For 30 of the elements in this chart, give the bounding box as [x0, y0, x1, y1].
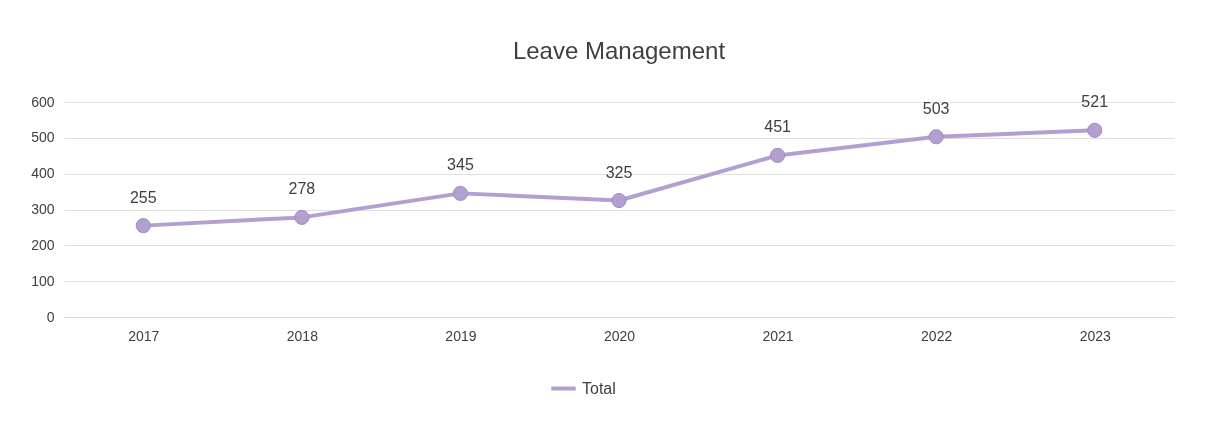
data-label: 345: [447, 156, 474, 174]
x-tick-label: 2020: [603, 327, 636, 344]
data-label: 521: [1081, 93, 1109, 111]
x-tick-label: 2017: [128, 327, 160, 344]
point: [294, 209, 310, 225]
y-tick-label: 300: [31, 201, 55, 217]
y-tick-label: 600: [31, 93, 55, 110]
data-label: 503: [922, 99, 950, 117]
y-tick-label: 0: [46, 308, 55, 325]
x-tick-label: 2021: [762, 327, 794, 344]
x-tick-label: 2022: [921, 327, 953, 344]
y-tick-label: 100: [31, 272, 55, 289]
x-tick-label: 2019: [445, 327, 477, 344]
data-label: 255: [129, 188, 157, 206]
legend-label: Total: [582, 379, 616, 397]
x-tick-label: 2018: [286, 327, 319, 344]
point: [928, 129, 944, 145]
y-tick-label: 200: [31, 236, 55, 253]
point: [135, 218, 151, 234]
data-label: 278: [288, 180, 316, 198]
point: [770, 147, 786, 163]
y-tick-label: 400: [31, 165, 55, 182]
data-label: 325: [605, 163, 633, 181]
point: [1087, 122, 1103, 138]
x-tick-label: 2023: [1079, 327, 1111, 344]
point: [611, 192, 627, 209]
chart-title: Leave Management: [512, 37, 726, 65]
data-label: 451: [764, 118, 792, 136]
y-tick-label: 500: [31, 129, 55, 146]
point: [452, 185, 468, 201]
